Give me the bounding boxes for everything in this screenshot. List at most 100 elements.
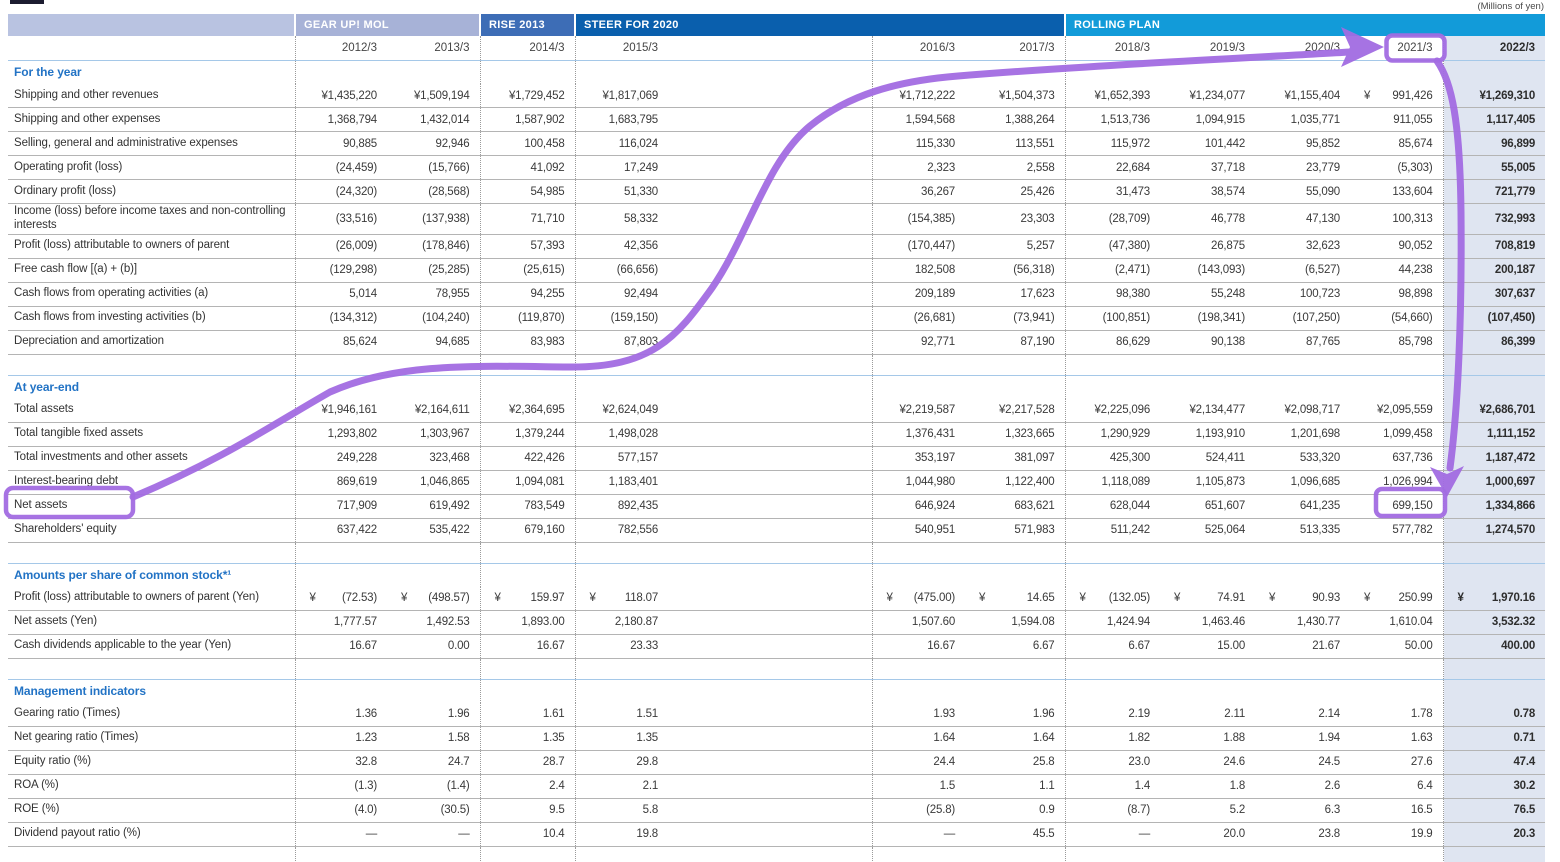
spacer-cell xyxy=(668,587,872,611)
section-gap-row xyxy=(8,541,1546,564)
table-cell: 1.5 xyxy=(871,773,966,799)
table-row: Cash dividends applicable to the year (Y… xyxy=(8,633,1546,659)
table-cell: (143,093) xyxy=(1160,257,1256,283)
table-cell: ¥1,234,077 xyxy=(1189,89,1246,102)
table-cell: (66,656) xyxy=(574,257,669,283)
table-cell: 540,951 xyxy=(871,517,966,543)
row-label: Net assets (Yen) xyxy=(8,609,295,635)
cell-value: (475.00) xyxy=(913,592,956,605)
table-row: Profit (loss) attributable to owners of … xyxy=(8,586,1546,611)
table-cell: 1.23 xyxy=(294,725,387,751)
table-cell: 571,983 xyxy=(965,517,1066,543)
table-cell: 87,190 xyxy=(965,329,1066,355)
table-cell: 1.35 xyxy=(479,725,576,751)
table-cell: 0.00 xyxy=(387,633,481,659)
table-cell: (24,320) xyxy=(294,179,387,204)
table-cell: 113,551 xyxy=(965,131,1066,156)
section-header-cell xyxy=(1442,60,1546,84)
section-header-cell xyxy=(294,562,387,587)
table-cell: 1,777.57 xyxy=(294,609,387,635)
table-cell: 1,193,910 xyxy=(1160,421,1256,447)
section-header-cell xyxy=(574,60,669,84)
table-cell: 16.67 xyxy=(294,633,387,659)
table-row: Depreciation and amortization 85,624 94,68… xyxy=(8,329,1546,355)
row-label: Total assets xyxy=(14,403,74,416)
table-cell: 1,094,081 xyxy=(479,469,576,495)
year-header: 2013/3 xyxy=(434,42,470,54)
table-cell: (25,285) xyxy=(387,257,481,283)
row-label: Free cash flow [(a) + (b)] xyxy=(8,257,295,283)
yen-sign: ¥ xyxy=(494,592,501,605)
table-cell: (6,527) xyxy=(1255,257,1351,283)
section-header-cell xyxy=(1160,562,1256,587)
table-row: Income (loss) before income taxes and no… xyxy=(8,203,1546,235)
table-cell: 1,111,152 xyxy=(1442,421,1546,447)
table-cell: 717,909 xyxy=(294,493,387,519)
table-cell: (2,471) xyxy=(1064,257,1161,283)
table-cell: 15.00 xyxy=(1160,633,1256,659)
gap-cell xyxy=(1160,353,1256,376)
table-cell: 24.5 xyxy=(1255,749,1351,775)
row-label: Depreciation and amortization xyxy=(8,329,295,355)
section-header-cell xyxy=(387,562,481,587)
table-cell: 1,893.00 xyxy=(479,609,576,635)
table-cell: (26,681) xyxy=(871,305,966,331)
table-cell: ¥1,269,310 xyxy=(1442,84,1546,108)
gap-cell xyxy=(1350,353,1444,376)
row-label: Shipping and other revenues xyxy=(14,88,159,101)
table-cell: 1.51 xyxy=(574,702,669,727)
table-cell: 19.9 xyxy=(1350,821,1444,847)
section-header-cell xyxy=(574,374,669,399)
table-cell: 9.5 xyxy=(479,797,576,823)
table-cell: 637,422 xyxy=(294,517,387,543)
section-header-row: Amounts per share of common stock*¹ xyxy=(8,562,1546,587)
gap-cell xyxy=(1160,657,1256,680)
section-header-cell xyxy=(965,60,1066,84)
section-header-cell xyxy=(294,678,387,703)
table-cell: (5,303) xyxy=(1350,155,1444,180)
spacer-cell xyxy=(668,305,873,331)
row-label: Total tangible fixed assets xyxy=(8,421,295,447)
gap-cell xyxy=(871,845,966,862)
gap-cell xyxy=(668,657,873,680)
table-cell: 422,426 xyxy=(479,445,576,471)
table-cell: ¥1,946,161 xyxy=(294,398,387,423)
table-cell: 1.94 xyxy=(1255,725,1351,751)
table-cell: 1,303,967 xyxy=(387,421,481,447)
table-cell: 1,293,802 xyxy=(294,421,387,447)
section-header-cell xyxy=(479,374,576,399)
table-cell: 23.0 xyxy=(1064,749,1161,775)
table-row: Gearing ratio (Times) 1.36 1.96 1.61 1.51 1.9… xyxy=(8,702,1546,727)
table-cell: (56,318) xyxy=(965,257,1066,283)
table-cell: 1,094,915 xyxy=(1160,107,1256,132)
table-cell: 1.93 xyxy=(871,702,966,727)
gap-cell xyxy=(1255,657,1351,680)
table-row: Dividend payout ratio (%) — —10.4 19.8—45.5… xyxy=(8,821,1546,847)
table-cell: 30.2 xyxy=(1442,773,1546,799)
table-row: Profit (loss) attributable to owners of … xyxy=(8,233,1546,259)
table-cell: 2.14 xyxy=(1318,708,1341,721)
table-cell: ¥2,686,701 xyxy=(1442,398,1546,423)
table-cell: 1,118,089 xyxy=(1064,469,1161,495)
table-cell: 892,435 xyxy=(574,493,669,519)
table-cell: 23,779 xyxy=(1255,155,1351,180)
table-cell: ¥118.07 xyxy=(574,586,669,611)
table-cell: 1,432,014 xyxy=(387,107,481,132)
row-label: Cash dividends applicable to the year (Y… xyxy=(8,633,295,659)
table-cell: 1.35 xyxy=(574,725,669,751)
spacer-cell xyxy=(668,493,873,519)
table-cell: 36,267 xyxy=(871,179,966,204)
table-cell: — xyxy=(1064,821,1161,847)
section-header-cell xyxy=(1350,678,1444,703)
table-cell: 90,885 xyxy=(294,131,387,156)
gap-cell xyxy=(1255,353,1351,376)
section-header-row: At year-end xyxy=(8,374,1546,399)
table-cell: 1,379,244 xyxy=(479,421,576,447)
table-cell: 23.8 xyxy=(1255,821,1351,847)
table-cell: 1.36 xyxy=(294,702,387,727)
table-cell: ¥1,652,393 xyxy=(1064,84,1161,108)
table-cell: ¥90.93 xyxy=(1255,587,1350,611)
gap-cell xyxy=(8,657,295,680)
gap-cell xyxy=(965,657,1066,680)
yen-sign: ¥ xyxy=(309,592,316,605)
